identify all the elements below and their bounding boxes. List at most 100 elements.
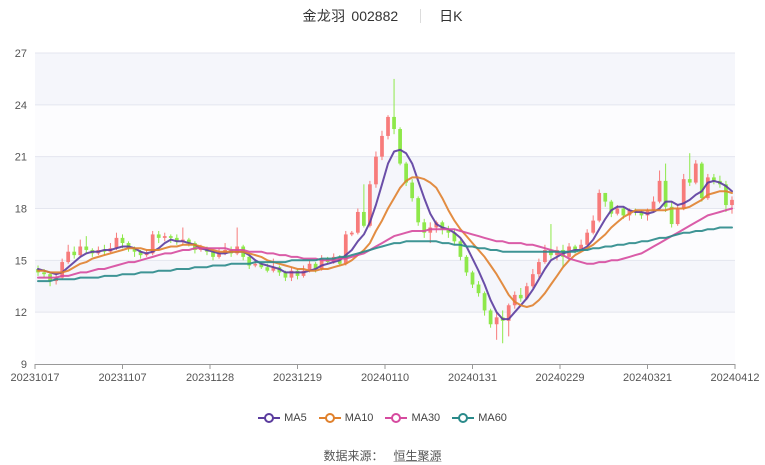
source-link[interactable]: 恒生聚源 [393, 449, 442, 463]
candle-down[interactable] [193, 243, 197, 250]
candle-up[interactable] [349, 232, 354, 235]
candle-up[interactable] [368, 184, 372, 226]
candle-up[interactable] [386, 116, 390, 136]
candle-down[interactable] [464, 256, 469, 273]
candle-up[interactable] [579, 244, 583, 250]
line-ma10 [37, 176, 733, 308]
candle-up[interactable] [355, 211, 360, 233]
candle-up[interactable] [585, 232, 590, 245]
candle-up[interactable] [150, 234, 155, 254]
candle-down[interactable] [283, 272, 288, 278]
candle-down[interactable] [573, 246, 577, 250]
candle-down[interactable] [42, 272, 46, 275]
candle-down[interactable] [174, 237, 179, 242]
candle-down[interactable] [663, 180, 668, 207]
candle-up[interactable] [114, 237, 119, 249]
candle-down[interactable] [404, 163, 408, 183]
candle-down[interactable] [609, 201, 614, 214]
candle-up[interactable] [289, 270, 294, 278]
candle-up[interactable] [374, 156, 378, 185]
candle-up[interactable] [66, 251, 71, 263]
candle-down[interactable] [156, 234, 161, 238]
candle-down[interactable] [458, 241, 463, 257]
candle-down[interactable] [452, 232, 457, 242]
line-ma60 [37, 226, 733, 283]
candle-down[interactable] [247, 256, 252, 266]
candle-down[interactable] [476, 284, 481, 294]
candle-up[interactable] [60, 262, 65, 278]
candle-down[interactable] [392, 116, 396, 130]
candle-down[interactable] [259, 263, 264, 268]
candle-down[interactable] [138, 251, 143, 256]
candle-down[interactable] [168, 236, 173, 238]
candle-up[interactable] [543, 249, 547, 263]
candle-up[interactable] [217, 253, 221, 257]
candle-down[interactable] [687, 179, 692, 183]
candle-down[interactable] [187, 239, 191, 244]
candle-down[interactable] [470, 272, 475, 285]
candle-up[interactable] [506, 305, 511, 321]
candle-down[interactable] [446, 229, 451, 233]
candle-down[interactable] [362, 211, 366, 226]
candle-down[interactable] [120, 237, 125, 244]
candle-down[interactable] [410, 182, 415, 199]
ma60-line-icon [452, 413, 475, 423]
candle-up[interactable] [597, 192, 602, 221]
candle-up[interactable] [253, 263, 258, 266]
grid-band [35, 104, 735, 157]
candle-down[interactable] [699, 163, 704, 199]
candle-down[interactable] [313, 263, 318, 269]
candle-down[interactable] [398, 129, 402, 164]
legend-item-ma10[interactable]: MA10 [318, 412, 373, 424]
candle-up[interactable] [657, 180, 662, 202]
candle-up[interactable] [78, 246, 83, 256]
candle-up[interactable] [494, 317, 499, 325]
candle-down[interactable] [712, 177, 716, 181]
candle-up[interactable] [675, 208, 680, 225]
candle-up[interactable] [530, 274, 535, 287]
candle-down[interactable] [440, 222, 445, 230]
legend-item-ma5[interactable]: MA5 [258, 412, 307, 424]
candle-down[interactable] [639, 211, 644, 216]
period-label[interactable]: 日K [439, 8, 463, 24]
candle-down[interactable] [265, 267, 270, 271]
candle-up[interactable] [705, 177, 710, 199]
legend-item-ma60[interactable]: MA60 [452, 412, 507, 424]
candle-up[interactable] [271, 267, 276, 271]
x-tick-label: 20231128 [186, 372, 234, 384]
candle-up[interactable] [693, 163, 698, 183]
candle-down[interactable] [488, 310, 493, 325]
candle-up[interactable] [651, 201, 656, 211]
candle-down[interactable] [669, 206, 674, 225]
candle-down[interactable] [482, 293, 487, 311]
legend-label: MA30 [411, 412, 441, 424]
candle-down[interactable] [422, 222, 427, 233]
candle-down[interactable] [72, 251, 77, 256]
candle-up[interactable] [591, 220, 596, 233]
title-divider [420, 9, 422, 23]
candle-down[interactable] [621, 208, 626, 216]
legend-item-ma30[interactable]: MA30 [385, 412, 440, 424]
candlestick-chart[interactable]: 9 12 15 18 21 24 27 20231017 20231107 20231128 202… [0, 0, 765, 405]
candle-up[interactable] [537, 262, 541, 275]
candle-up[interactable] [615, 208, 620, 214]
candle-up[interactable] [307, 263, 312, 271]
candle-up[interactable] [343, 234, 348, 264]
candle-down[interactable] [132, 248, 137, 252]
candle-up[interactable] [162, 236, 167, 238]
candle-up[interactable] [524, 286, 529, 299]
candle-down[interactable] [603, 192, 608, 202]
candle-up[interactable] [512, 294, 517, 306]
candle-down[interactable] [724, 184, 728, 206]
y-tick-label: 12 [15, 307, 27, 319]
candle-up[interactable] [319, 258, 324, 269]
y-tick-label: 15 [15, 255, 27, 267]
candle-down[interactable] [211, 251, 215, 257]
candle-down[interactable] [518, 294, 523, 299]
candle-down[interactable] [416, 198, 421, 223]
candle-up[interactable] [380, 135, 384, 157]
candle-down[interactable] [84, 246, 89, 250]
candle-up[interactable] [681, 179, 686, 209]
x-tick-label: 20240321 [623, 372, 672, 384]
candle-up[interactable] [730, 199, 734, 206]
